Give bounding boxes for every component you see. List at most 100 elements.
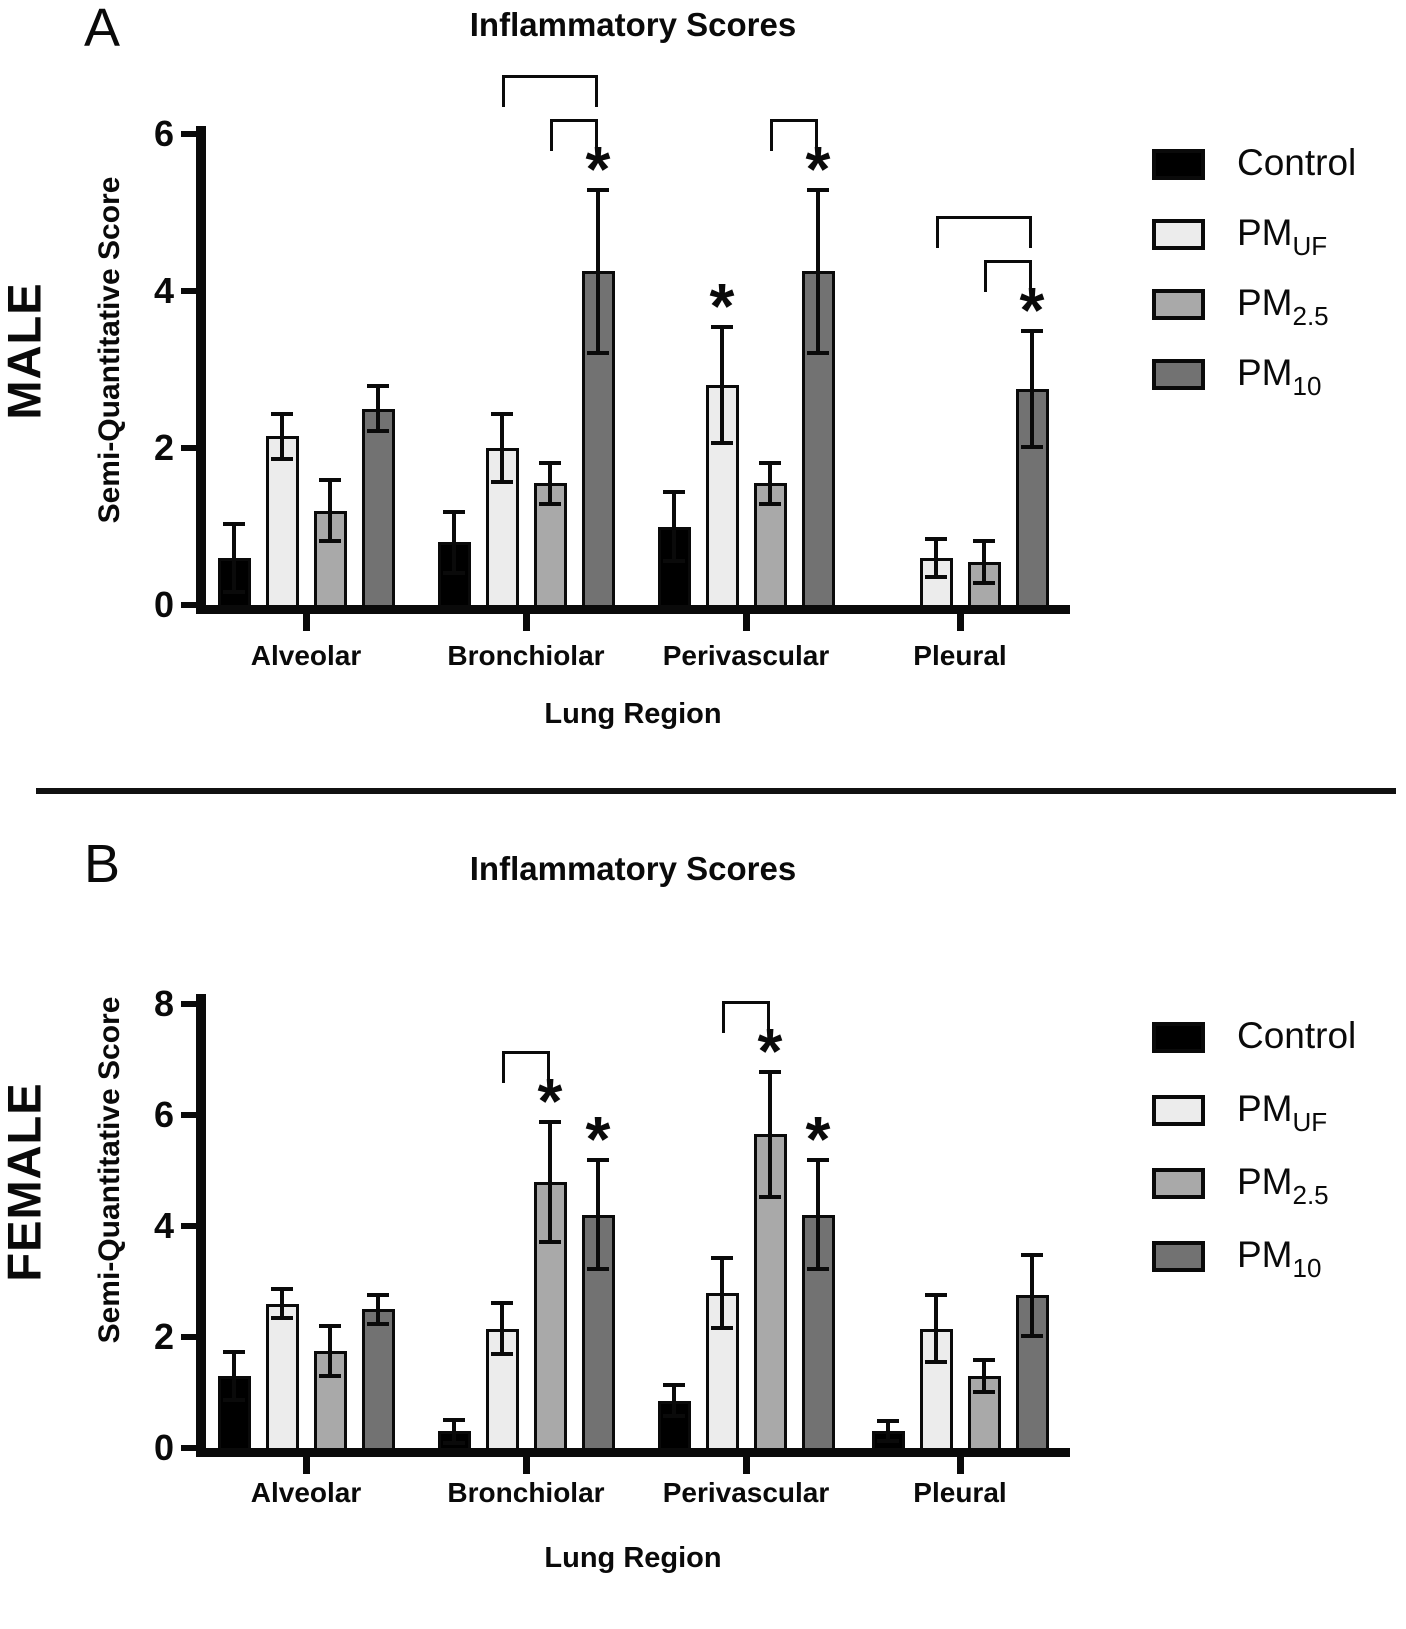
error-bar (596, 188, 600, 354)
error-cap-bottom (711, 441, 733, 446)
error-cap-top (807, 187, 829, 192)
error-cap-top (925, 1293, 947, 1298)
error-cap-bottom (587, 350, 609, 355)
error-cap-top (491, 411, 513, 416)
error-bar (934, 538, 938, 578)
x-group-tick (303, 614, 310, 631)
error-cap-bottom (587, 1267, 609, 1272)
x-group-tick (303, 1457, 310, 1474)
significance-bracket (936, 216, 1032, 220)
error-cap-bottom (1021, 445, 1043, 449)
x-group-tick (523, 1457, 530, 1474)
error-bar (672, 1384, 676, 1418)
error-cap-bottom (443, 1440, 465, 1445)
bar (361, 1309, 395, 1452)
error-bar (720, 1256, 724, 1329)
y-tick (181, 1001, 196, 1007)
error-cap-bottom (663, 1414, 685, 1419)
error-cap-top (443, 509, 465, 514)
error-cap-top (271, 411, 293, 416)
error-cap-bottom (539, 1239, 561, 1244)
significance-bracket (984, 260, 1032, 264)
x-axis (196, 1448, 1070, 1457)
error-cap-bottom (925, 1360, 947, 1365)
legend-label: PM10 (1237, 1234, 1321, 1284)
significance-bracket-end (770, 118, 773, 151)
significance-bracket-end (550, 118, 553, 151)
legend-label-text: PM (1237, 1234, 1293, 1275)
panel-a-title: Inflammatory Scores (469, 6, 797, 43)
error-cap-bottom (807, 1267, 829, 1272)
error-cap-bottom (491, 480, 513, 485)
x-group-tick (743, 614, 750, 631)
significance-star: * (585, 132, 611, 205)
significance-star: * (1019, 274, 1045, 347)
error-bar (232, 1350, 236, 1401)
significance-bracket-end (815, 118, 818, 151)
error-cap-top (663, 490, 685, 495)
error-cap-bottom (759, 501, 781, 506)
error-cap-bottom (877, 1439, 899, 1444)
error-bar (280, 412, 284, 460)
error-bar (816, 1159, 820, 1271)
legend-label-text: PM (1237, 1161, 1293, 1202)
error-cap-top (491, 1301, 513, 1306)
legend-label: PMUF (1237, 212, 1327, 262)
legend-label-subscript: UF (1292, 1107, 1328, 1137)
error-bar (280, 1288, 284, 1320)
error-bar (376, 385, 380, 433)
panel-divider (36, 788, 1396, 794)
legend-label: PMUF (1237, 1088, 1327, 1138)
y-tick (181, 1112, 196, 1118)
error-cap-bottom (367, 1321, 389, 1326)
error-cap-top (223, 1349, 245, 1354)
legend-swatch (1152, 1241, 1205, 1272)
error-cap-bottom (759, 1195, 781, 1200)
x-group-tick (743, 1457, 750, 1474)
error-cap-bottom (367, 429, 389, 434)
error-cap-top (319, 1323, 341, 1328)
significance-bracket-end (1029, 216, 1032, 249)
panel-a-x-axis-title: Lung Region (544, 698, 722, 730)
error-cap-top (539, 1119, 561, 1124)
legend-label-subscript: UF (1292, 231, 1328, 261)
legend-label: Control (1237, 142, 1356, 184)
error-bar (982, 1359, 986, 1393)
y-tick-label: 0 (153, 1427, 174, 1468)
legend-swatch (1152, 149, 1205, 180)
panel-b-x-axis-title: Lung Region (544, 1542, 722, 1574)
x-group-label: Alveolar (250, 640, 362, 671)
y-tick-label: 2 (153, 1316, 174, 1357)
error-cap-top (587, 1158, 609, 1163)
error-cap-top (223, 521, 245, 526)
significance-bracket-end (767, 1000, 770, 1033)
legend-label: PM10 (1237, 352, 1321, 402)
legend-label: PM2.5 (1237, 282, 1329, 332)
error-cap-top (367, 1292, 389, 1297)
legend-label-text: Control (1237, 142, 1357, 183)
x-group-label: Perivascular (662, 640, 830, 671)
significance-bracket-end (595, 118, 598, 151)
error-cap-bottom (223, 1397, 245, 1402)
error-cap-top (759, 1069, 781, 1074)
error-bar (548, 462, 552, 505)
legend-label-subscript: 10 (1292, 1253, 1322, 1283)
legend-swatch (1152, 359, 1205, 390)
legend-label: PM2.5 (1237, 1161, 1329, 1211)
error-cap-bottom (1021, 1334, 1043, 1338)
error-bar (232, 522, 236, 594)
error-bar (376, 1293, 380, 1325)
y-tick (181, 1445, 196, 1451)
significance-bracket (722, 1000, 770, 1004)
significance-bracket-end (595, 74, 598, 107)
error-cap-bottom (711, 1325, 733, 1330)
significance-bracket (502, 74, 598, 78)
y-tick (181, 1334, 196, 1340)
bar (485, 448, 519, 609)
error-cap-bottom (807, 350, 829, 355)
error-cap-top (271, 1287, 293, 1292)
significance-star: * (757, 1014, 783, 1087)
y-tick-label: 4 (153, 270, 174, 311)
legend-swatch (1152, 1168, 1205, 1199)
